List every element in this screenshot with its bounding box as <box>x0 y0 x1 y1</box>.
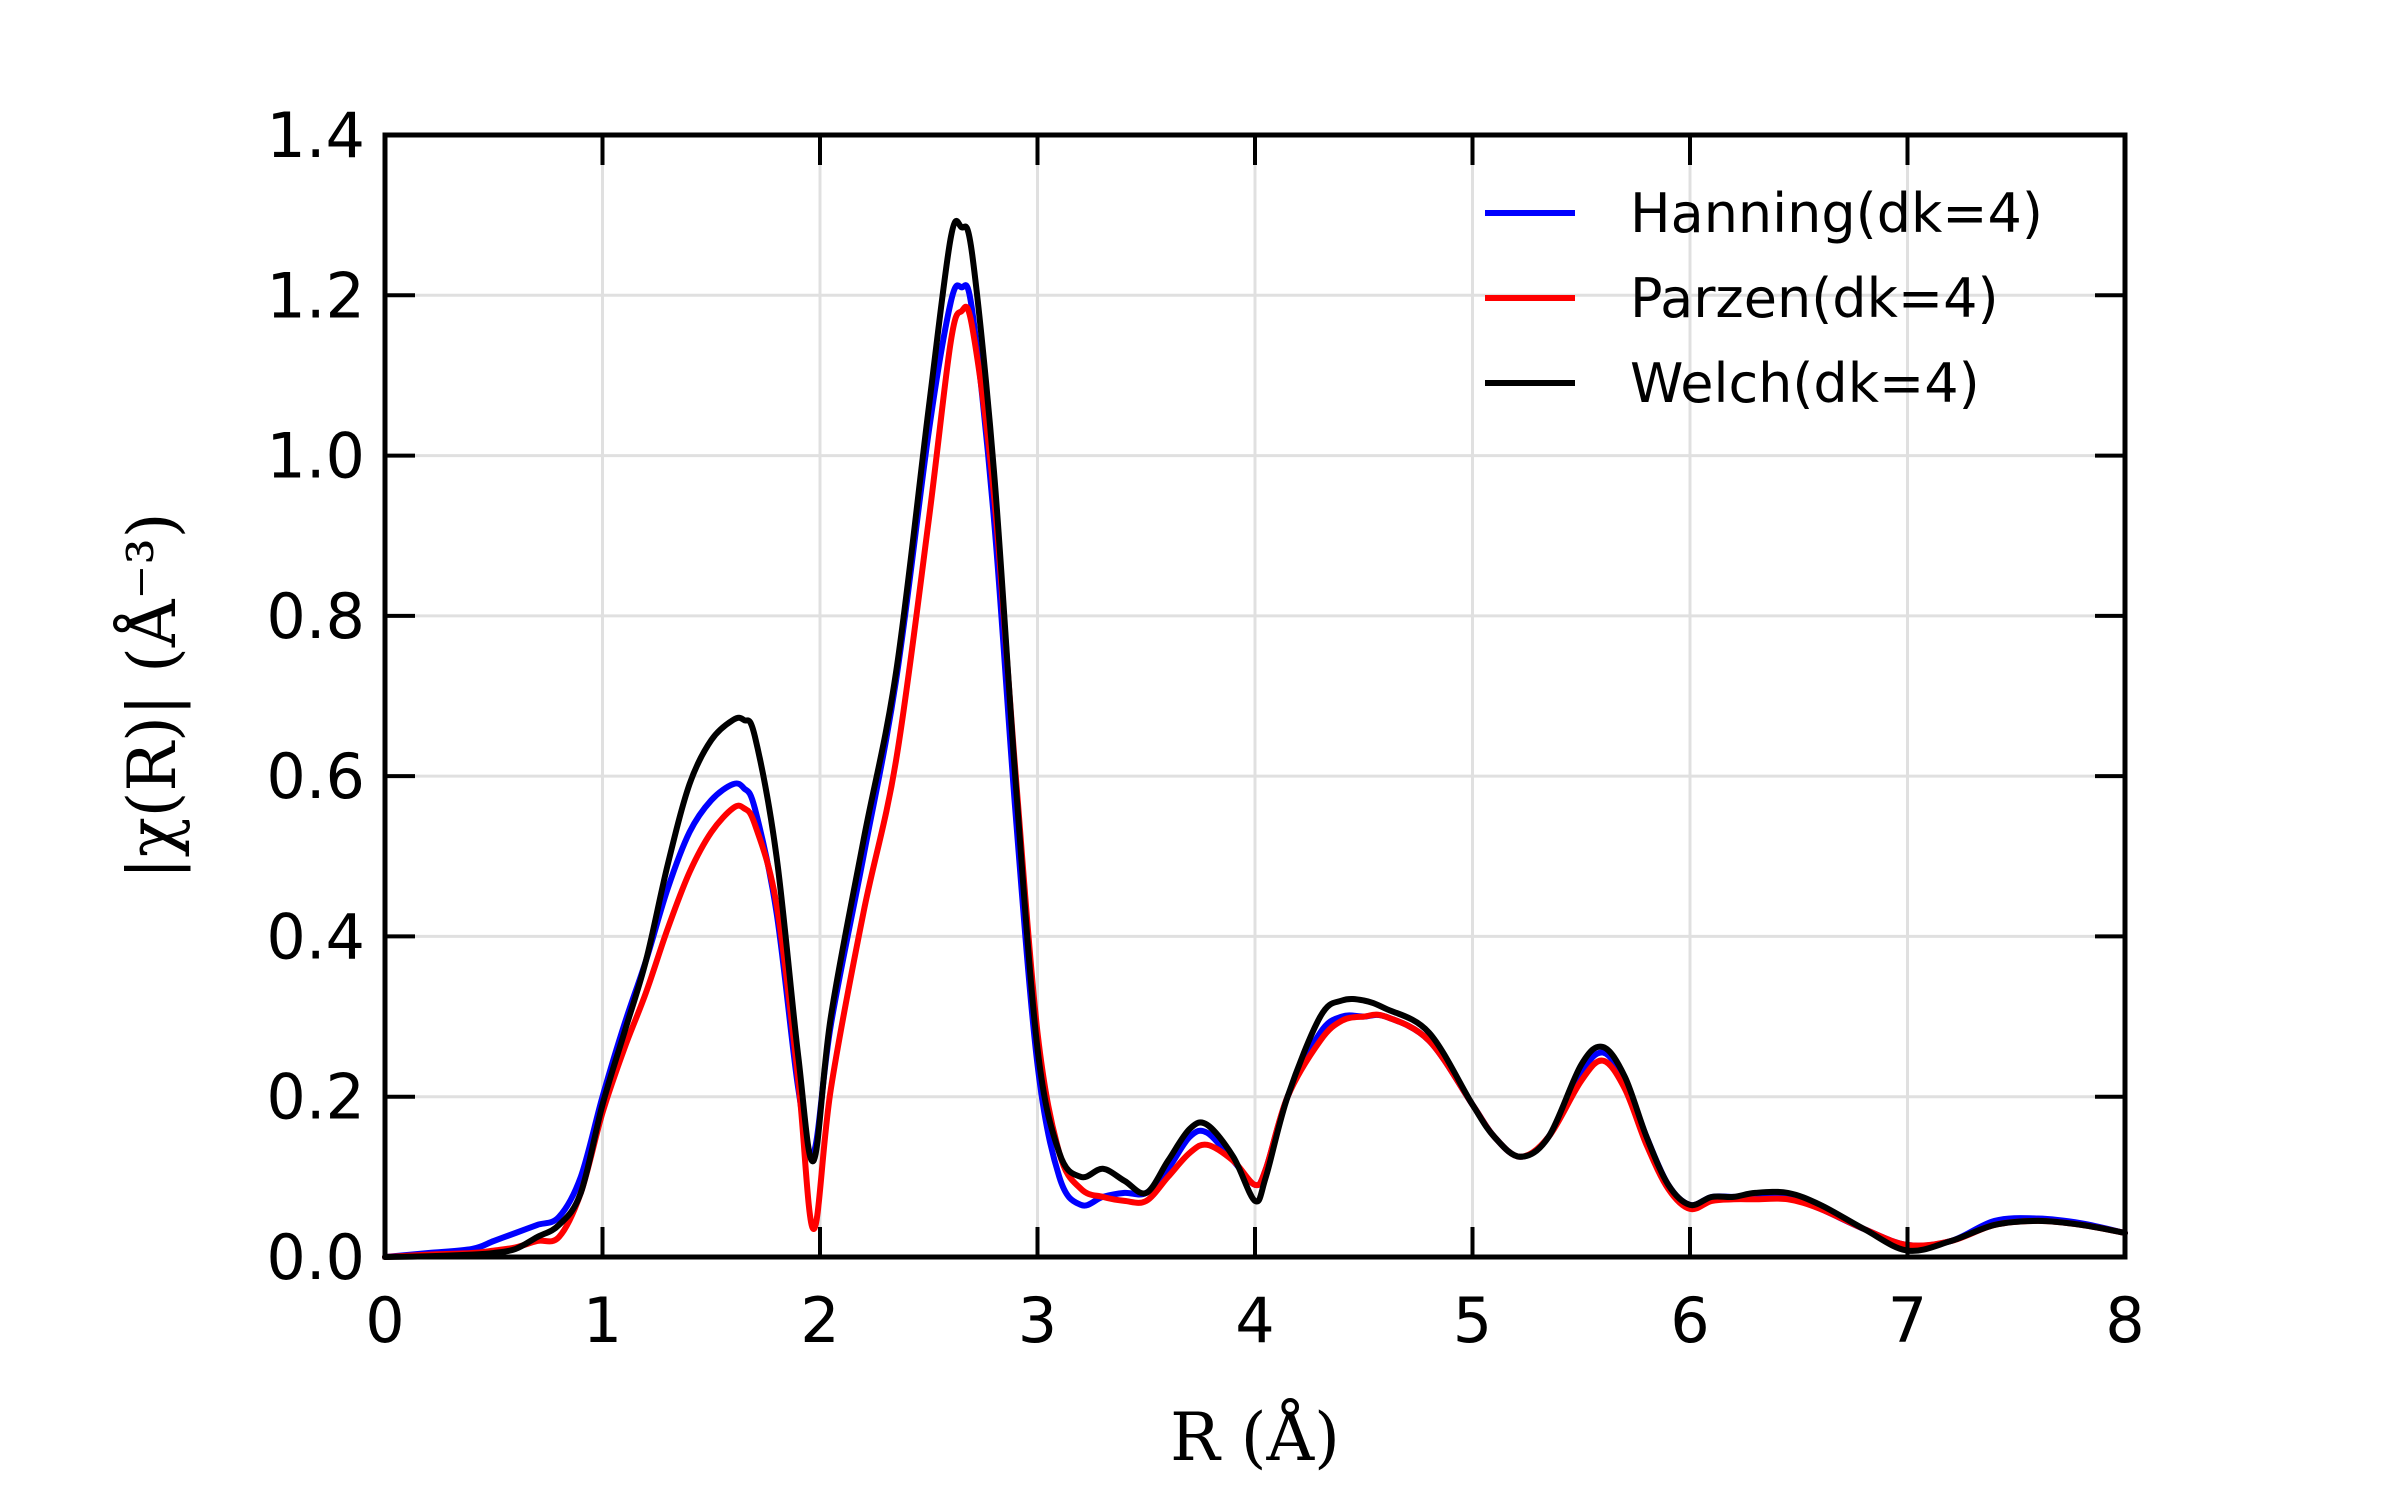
y-tick-label: 0.6 <box>266 740 365 813</box>
legend-label: Welch(dk=4) <box>1630 352 1980 415</box>
series-line-welch <box>382 217 2128 1260</box>
ticks <box>383 133 2127 1259</box>
y-tick-label: 0.4 <box>266 900 365 973</box>
y-axis-title: |χ(R)| (Å⁻³) <box>114 512 191 879</box>
y-tick-label: 1.2 <box>266 259 365 332</box>
tick-labels: 0 1 2 3 4 5 6 7 8 0.0 0.2 0.4 0.6 0.8 1.0 1.2 1.4 <box>266 99 2144 1357</box>
legend: Hanning(dk=4) Parzen(dk=4) Welch(dk=4) <box>1485 182 2043 415</box>
y-tick-label: 0.8 <box>266 580 365 653</box>
y-tick-label: 1.0 <box>266 420 365 493</box>
x-tick-label: 7 <box>1888 1284 1927 1357</box>
y-tick-label: 1.4 <box>266 99 365 172</box>
x-axis-title: R (Å) <box>1170 1399 1340 1476</box>
y-tick-label: 0.0 <box>266 1221 365 1294</box>
y-tick-label: 0.2 <box>266 1061 365 1134</box>
series-layer <box>382 217 2128 1260</box>
grid <box>385 135 2125 1257</box>
legend-label: Parzen(dk=4) <box>1630 267 1999 330</box>
x-tick-label: 2 <box>800 1284 839 1357</box>
x-tick-label: 8 <box>2105 1284 2144 1357</box>
legend-label: Hanning(dk=4) <box>1630 182 2043 245</box>
x-tick-label: 6 <box>1670 1284 1709 1357</box>
x-tick-label: 0 <box>365 1284 404 1357</box>
x-tick-label: 4 <box>1235 1284 1274 1357</box>
x-tick-label: 5 <box>1453 1284 1492 1357</box>
x-tick-label: 3 <box>1018 1284 1057 1357</box>
x-tick-label: 1 <box>583 1284 622 1357</box>
